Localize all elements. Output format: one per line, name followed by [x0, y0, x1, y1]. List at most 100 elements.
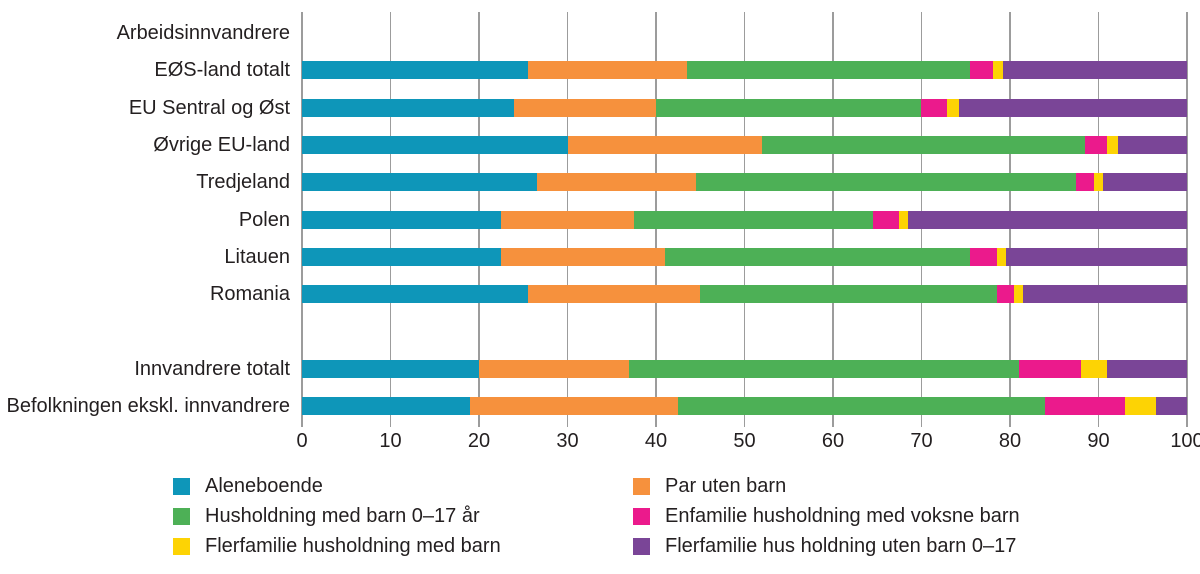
bar-segment-flerfamilie-hus-holdning-uten-barn-0-17 [1117, 135, 1187, 154]
bar-segment-husholdning-med-barn-0-17-r [686, 61, 971, 80]
bar-segment-aleneboende [302, 135, 568, 154]
bar-segment-par-uten-barn [536, 173, 696, 192]
bar-segment-flerfamilie-hus-holdning-uten-barn-0-17 [1002, 61, 1187, 80]
bar-segment-enfamilie-husholdning-med-voksne-barn [1045, 397, 1126, 415]
bar-segment-par-uten-barn [514, 98, 656, 117]
bar-segment-flerfamilie-hus-holdning-uten-barn-0-17 [1102, 173, 1187, 192]
bar-segment-husholdning-med-barn-0-17-r [700, 285, 997, 304]
bar-segment-enfamilie-husholdning-med-voksne-barn [970, 61, 994, 80]
legend-swatch-icon [173, 507, 190, 525]
bar-segment-flerfamilie-hus-holdning-uten-barn-0-17 [908, 210, 1187, 229]
x-axis-tick [301, 420, 303, 427]
bar-segment-flerfamilie-husholdning-med-barn [1125, 397, 1156, 415]
category-label: Innvandrere totalt [134, 357, 290, 380]
legend-item: Husholdning med barn 0–17 år [173, 504, 501, 527]
bar-segment-enfamilie-husholdning-med-voksne-barn [1018, 359, 1081, 378]
bar-segment-flerfamilie-husholdning-med-barn [1094, 173, 1103, 192]
bar-segment-flerfamilie-husholdning-med-barn [1014, 285, 1024, 304]
bar-segment-aleneboende [302, 359, 479, 378]
bar-segment-enfamilie-husholdning-med-voksne-barn [970, 247, 997, 266]
bar-segment-flerfamilie-husholdning-med-barn [996, 247, 1006, 266]
legend-item: Enfamilie husholdning med voksne barn [633, 504, 1020, 527]
legend-label: Flerfamilie hus holdning uten barn 0–17 [665, 534, 1017, 557]
bar-segment-par-uten-barn [470, 397, 679, 415]
category-label: Litauen [224, 245, 290, 268]
bar-segment-flerfamilie-hus-holdning-uten-barn-0-17 [1107, 359, 1187, 378]
bar-segment-flerfamilie-hus-holdning-uten-barn-0-17 [1005, 247, 1187, 266]
chart-plot-area [301, 12, 1188, 420]
bar-segment-flerfamilie-hus-holdning-uten-barn-0-17 [1023, 285, 1187, 304]
bar-segment-aleneboende [302, 397, 471, 415]
bar-segment-enfamilie-husholdning-med-voksne-barn [1076, 173, 1095, 192]
legend-column-left: Aleneboende Husholdning med barn 0–17 år F… [173, 474, 501, 557]
bar-segment-aleneboende [302, 173, 537, 192]
bar-segment-husholdning-med-barn-0-17-r [633, 210, 873, 229]
bar-segment-aleneboende [302, 247, 502, 266]
category-label: Befolkningen ekskl. innvandrere [6, 395, 290, 417]
x-axis-tick-label: 100 [1170, 430, 1200, 452]
bar-segment-husholdning-med-barn-0-17-r [762, 135, 1086, 154]
x-axis-tick [478, 420, 480, 427]
bar-segment-flerfamilie-husholdning-med-barn [947, 98, 959, 117]
chart-legend: Aleneboende Husholdning med barn 0–17 år F… [0, 474, 1200, 572]
x-axis-tick-label: 20 [467, 430, 491, 452]
bar-segment-flerfamilie-husholdning-med-barn [899, 210, 909, 229]
bar-segment-par-uten-barn [501, 247, 665, 266]
bar-segment-husholdning-med-barn-0-17-r [655, 98, 922, 117]
x-axis-tick [1186, 420, 1188, 427]
bar-segment-par-uten-barn [567, 135, 763, 154]
legend-label: Aleneboende [205, 474, 323, 497]
legend-label: Husholdning med barn 0–17 år [205, 504, 480, 527]
x-axis-tick-label: 40 [644, 430, 668, 452]
legend-label: Par uten barn [665, 474, 787, 497]
bar-row [302, 247, 1187, 266]
bar-segment-enfamilie-husholdning-med-voksne-barn [872, 210, 900, 229]
bar-row [302, 98, 1187, 117]
bar-row [302, 173, 1187, 192]
bar-row [302, 61, 1187, 80]
bar-row [302, 135, 1187, 154]
bar-segment-enfamilie-husholdning-med-voksne-barn [1085, 135, 1108, 154]
bar-row [302, 397, 1187, 415]
bar-segment-enfamilie-husholdning-med-voksne-barn [996, 285, 1015, 304]
x-axis-tick [566, 420, 569, 427]
x-axis-tick [655, 420, 657, 427]
legend-label: Enfamilie husholdning med voksne barn [665, 504, 1020, 527]
category-label: Romania [209, 283, 290, 306]
legend-swatch-icon [173, 537, 190, 555]
x-axis-tick [389, 420, 392, 427]
bar-segment-husholdning-med-barn-0-17-r [629, 359, 1019, 378]
category-label: EU Sentral og Øst [128, 96, 290, 119]
legend-swatch-icon [633, 537, 650, 555]
category-label: Arbeidsinnvandrere [116, 22, 290, 44]
legend-swatch-icon [633, 477, 650, 495]
category-label: Polen [238, 208, 290, 231]
bar-segment-husholdning-med-barn-0-17-r [678, 397, 1046, 415]
x-axis-tick [832, 420, 834, 427]
bar-segment-enfamilie-husholdning-med-voksne-barn [921, 98, 948, 117]
x-axis-tick-label: 90 [1087, 430, 1110, 452]
x-axis-tick-label: 50 [733, 430, 756, 452]
x-axis-tick [1009, 420, 1011, 427]
bar-segment-flerfamilie-husholdning-med-barn [993, 61, 1003, 80]
x-axis-tick-label: 10 [379, 430, 402, 452]
legend-item: Flerfamilie husholdning med barn [173, 535, 501, 557]
category-label: Øvrige EU-land [153, 133, 290, 156]
x-axis-tick-label: 30 [556, 430, 579, 452]
x-axis-tick-label: 70 [910, 430, 933, 452]
bar-segment-par-uten-barn [527, 285, 701, 304]
x-axis-tick [1097, 420, 1100, 427]
legend-item: Par uten barn [633, 474, 1020, 497]
bar-row [302, 210, 1187, 229]
bar-segment-flerfamilie-hus-holdning-uten-barn-0-17 [1155, 397, 1187, 415]
category-label: EØS-land totalt [154, 59, 290, 82]
bar-segment-aleneboende [302, 98, 515, 117]
legend-item: Aleneboende [173, 474, 501, 497]
bar-segment-flerfamilie-hus-holdning-uten-barn-0-17 [958, 98, 1187, 117]
x-axis-tick [920, 420, 923, 427]
category-label: Tredjeland [196, 171, 290, 194]
bar-segment-par-uten-barn [527, 61, 687, 80]
bar-segment-flerfamilie-husholdning-med-barn [1080, 359, 1108, 378]
legend-column-right: Par uten barn Enfamilie husholdning med v… [633, 474, 1020, 557]
